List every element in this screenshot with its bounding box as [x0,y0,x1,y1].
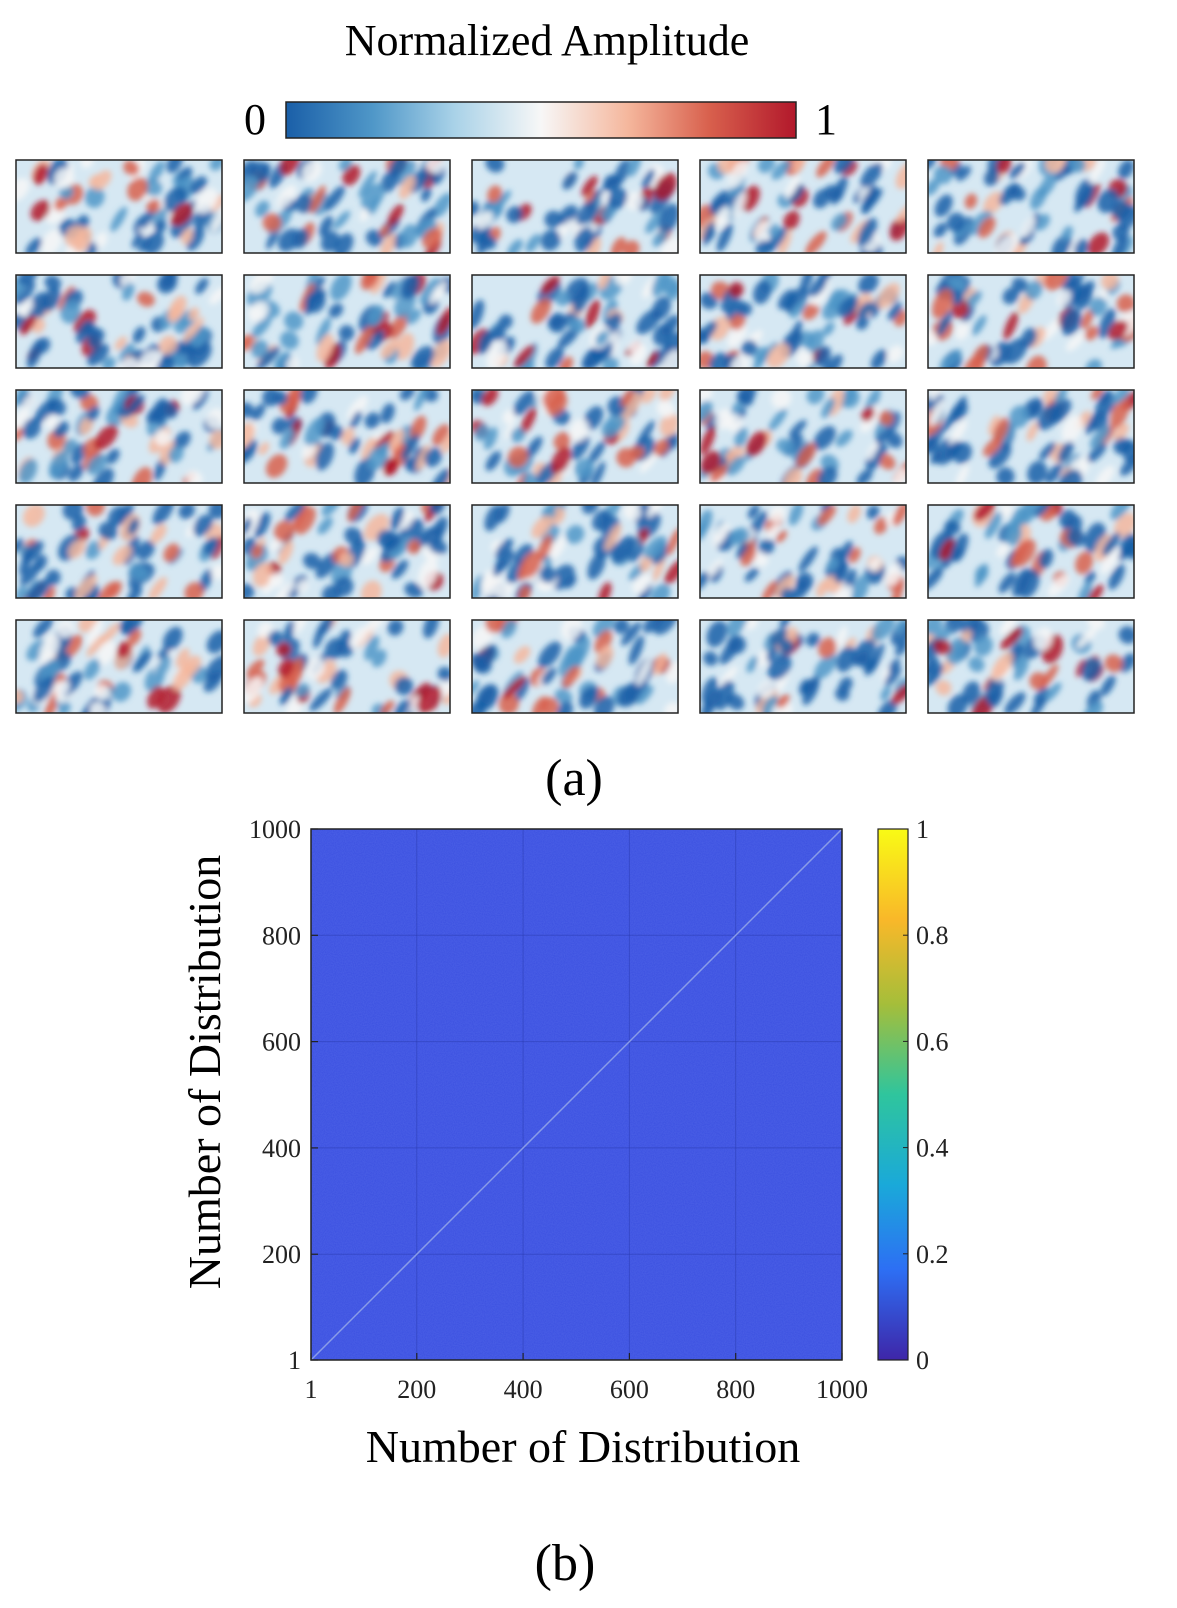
colorbar-tick-label: 0 [916,1346,929,1375]
tile-frame [243,389,451,484]
y-tick-label: 600 [262,1028,301,1057]
tile-frame [15,389,223,484]
colorbar-title: Normalized Amplitude [345,16,749,65]
distribution-tile [471,504,679,599]
distribution-tile [927,619,1135,714]
amplitude-colorbar [285,101,797,139]
tile-frame [243,504,451,599]
distribution-tile [243,619,451,714]
distribution-tile [471,274,679,369]
tile-frame [15,504,223,599]
x-tick-label: 400 [504,1375,543,1404]
colorbar-tick-label: 0.4 [916,1134,949,1163]
distribution-tile [15,619,223,714]
distribution-tile [15,504,223,599]
x-tick-label: 600 [610,1375,649,1404]
tile-frame [243,159,451,254]
colorbar-max-label: 1 [815,95,837,144]
colorbar-tick-label: 1 [916,815,929,844]
tile-frame [699,274,907,369]
y-tick-label: 200 [262,1240,301,1269]
caption-a: (a) [545,750,603,807]
caption-b: (b) [535,1535,596,1592]
tile-frame [243,619,451,714]
tile-frame [471,389,679,484]
distribution-tile [699,619,907,714]
x-axis-label: Number of Distribution [366,1421,800,1472]
heatmap-diagonal [310,828,843,1361]
colorbar-tick-label: 0.2 [916,1240,949,1269]
distribution-tile [471,389,679,484]
colorbar-min-label: 0 [244,95,266,144]
distribution-tile [471,159,679,254]
parula-colorbar [877,828,909,1361]
distribution-tile [243,389,451,484]
y-axis-label: Number of Distribution [179,855,230,1289]
y-tick-label: 1000 [249,815,301,844]
parula-colorbar-ticks: 0 0.2 0.4 0.6 0.8 1 [903,815,949,1375]
colorbar-tick-label: 0.8 [916,921,949,950]
distribution-tile [699,274,907,369]
tile-frame [243,274,451,369]
tile-frame [927,619,1135,714]
tile-frame [699,389,907,484]
x-tick-label: 1000 [816,1375,868,1404]
tile-frame [471,619,679,714]
distribution-tile [15,274,223,369]
tile-frame [15,159,223,254]
tile-frame [471,504,679,599]
y-tick-label: 1 [288,1346,301,1375]
distribution-tile [243,159,451,254]
distribution-tile [15,389,223,484]
distribution-grid [15,159,1135,714]
tile-frame [699,619,907,714]
tile-frame [927,159,1135,254]
distribution-tile [699,504,907,599]
distribution-tile [927,389,1135,484]
tile-frame [927,504,1135,599]
distribution-tile [243,504,451,599]
tile-frame [927,274,1135,369]
colorbar-tick-label: 0.6 [916,1027,949,1056]
distribution-tile [927,159,1135,254]
distribution-tile [699,159,907,254]
tile-frame [471,274,679,369]
distribution-tile [243,274,451,369]
tile-frame [927,389,1135,484]
x-tick-label: 800 [716,1375,755,1404]
y-tick-label: 800 [262,921,301,950]
distribution-tile [927,274,1135,369]
heatmap-gridlines [311,829,842,1360]
tile-frame [471,159,679,254]
distribution-tile [927,504,1135,599]
y-tick-label: 400 [262,1134,301,1163]
distribution-tile [471,619,679,714]
tile-frame [699,159,907,254]
tile-frame [15,619,223,714]
heatmap-frame [310,828,843,1361]
x-tick-label: 200 [397,1375,436,1404]
tile-frame [15,274,223,369]
x-tick-label: 1 [305,1375,318,1404]
distribution-tile [15,159,223,254]
distribution-tile [699,389,907,484]
tile-frame [699,504,907,599]
